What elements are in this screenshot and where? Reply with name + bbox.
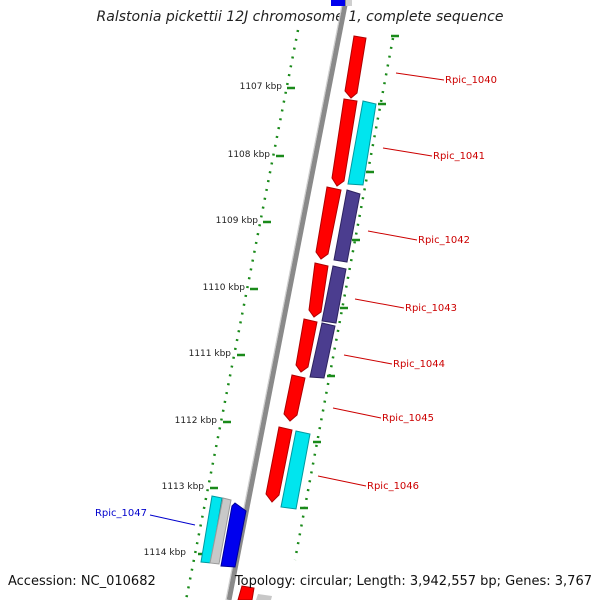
- gene-callout-labels: Rpic_1040 Rpic_1041 Rpic_1042 Rpic_1043 …: [95, 75, 497, 519]
- map-title: Ralstonia pickettii 12J chromosome 1, co…: [96, 9, 504, 25]
- cds-rpic-1047: [220, 502, 247, 568]
- cds-purple-1043: [321, 265, 347, 324]
- cds-rpic-1045: [283, 374, 306, 422]
- kbp-labels: 1107 kbp 1108 kbp 1109 kbp 1110 kbp 1111…: [144, 82, 283, 558]
- chromosome-backbone: [226, 0, 349, 600]
- kbp-label: 1108 kbp: [228, 150, 271, 160]
- kbp-tick-marks: [198, 34, 399, 556]
- gene-label-rpic-1042[interactable]: Rpic_1042: [418, 235, 470, 246]
- cds-purple-1042: [333, 189, 361, 263]
- forward-cds-track: [237, 35, 367, 600]
- cds-purple-1044: [309, 322, 336, 379]
- cds-rpic-1043: [308, 262, 329, 318]
- gene-label-rpic-1046[interactable]: Rpic_1046: [367, 481, 419, 492]
- cds-rpic-1040: [344, 35, 367, 99]
- kbp-label: 1109 kbp: [216, 216, 259, 226]
- gene-label-rpic-1044[interactable]: Rpic_1044: [393, 359, 445, 370]
- kbp-label: 1107 kbp: [240, 82, 283, 92]
- kbp-label: 1114 kbp: [144, 548, 187, 558]
- kbp-label: 1110 kbp: [203, 283, 246, 293]
- inner-dotted-ruler: [293, 37, 395, 561]
- gene-label-rpic-1047[interactable]: Rpic_1047: [95, 508, 147, 519]
- cds-rpic-1041: [331, 98, 358, 187]
- accession-text: Accession: NC_010682: [8, 574, 156, 589]
- sequence-summary: Topology: circular; Length: 3,942,557 bp…: [234, 574, 592, 589]
- cds-bottom-partial: [237, 585, 255, 600]
- cds-cyan-1041: [347, 100, 377, 186]
- cds-rpic-1044: [295, 318, 318, 373]
- gene-label-rpic-1041[interactable]: Rpic_1041: [433, 151, 485, 162]
- kbp-label: 1111 kbp: [189, 349, 232, 359]
- gene-label-rpic-1040[interactable]: Rpic_1040: [445, 75, 497, 86]
- gene-label-rpic-1045[interactable]: Rpic_1045: [382, 413, 434, 424]
- cds-cyan-1046: [280, 430, 311, 510]
- cds-rpic-1042: [315, 186, 342, 260]
- gene-label-rpic-1043[interactable]: Rpic_1043: [405, 303, 457, 314]
- gene-callout-lines: [149, 72, 445, 526]
- kbp-label: 1113 kbp: [162, 482, 205, 492]
- cds-rpic-1046: [265, 426, 293, 503]
- gene-feature-partial: [331, 0, 345, 6]
- kbp-label: 1112 kbp: [175, 416, 218, 426]
- reverse-cds-track: [200, 100, 377, 600]
